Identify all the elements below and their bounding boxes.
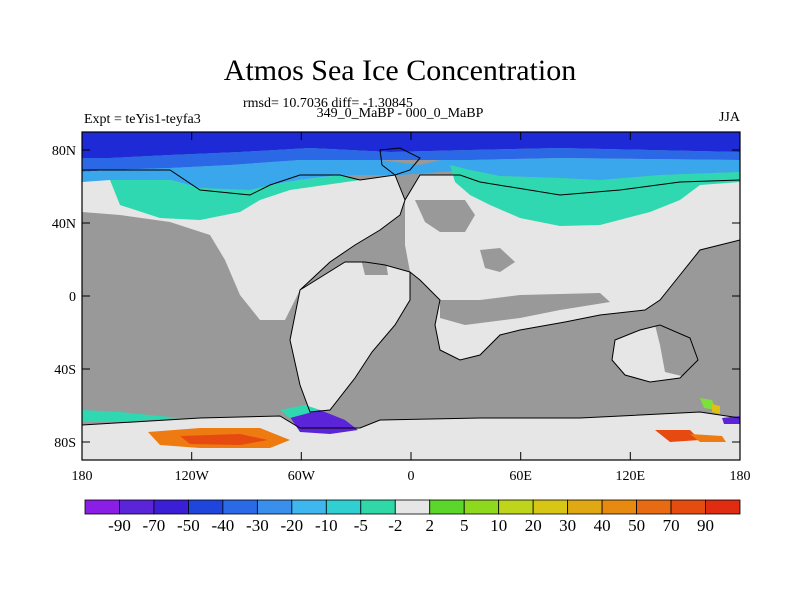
- rmsd-diff-stats: rmsd= 10.7036 diff= -1.30845: [243, 96, 413, 111]
- lon-label-180w: 180: [72, 469, 93, 484]
- colorbar-label: -10: [314, 516, 338, 535]
- lon-tick-marks: [191, 132, 631, 460]
- colorbar-box: [394, 499, 431, 515]
- colorbar-box: [705, 499, 741, 515]
- coastline-africa-eurasia: [404, 174, 740, 361]
- experiment-label: Expt = teYis1-teyfa3: [84, 112, 201, 127]
- coastline-antarctica: [82, 411, 740, 429]
- colorbar-box: [325, 499, 362, 515]
- colorbar-label: 90: [697, 516, 714, 535]
- arctic-ice-loss-mid: [82, 148, 740, 172]
- colorbar-label: 2: [425, 516, 434, 535]
- land-nochange-patch-4: [655, 325, 700, 378]
- coastline-australia: [611, 324, 699, 383]
- lat-tick-labels: 80N 40N 0 40S 80S: [52, 144, 76, 451]
- arctic-ice-loss-cyan-east: [450, 165, 740, 226]
- lon-label-0: 0: [408, 469, 415, 484]
- land-nochange-patch-5: [360, 255, 388, 275]
- colorbar: [84, 499, 741, 515]
- land-south-america: [290, 262, 410, 412]
- colorbar-box: [532, 499, 569, 515]
- colorbar-label: 70: [662, 516, 680, 535]
- colorbar-labels: -90 -70 -50 -40 -30 -20 -10 -5 -2 2 5 10 20 30 40 50 70 9…: [0, 516, 800, 540]
- antarctic-ice-loss-east-edge: [722, 416, 740, 424]
- colorbar-box: [670, 499, 706, 515]
- antarctic-ice-loss-ross: [82, 410, 180, 422]
- colorbar-label: 10: [490, 516, 508, 535]
- colorbar-label: 30: [559, 516, 577, 535]
- lon-label-60w: 60W: [288, 469, 316, 484]
- colorbar-label: 5: [459, 516, 469, 535]
- lat-label-0: 0: [69, 290, 76, 305]
- antarctic-ice-gain-east-edge: [690, 434, 726, 442]
- colorbar-label: -50: [177, 516, 200, 535]
- lat-label-40s: 40S: [54, 363, 76, 378]
- colorbar-label: -2: [388, 516, 403, 535]
- colorbar-box: [153, 499, 189, 515]
- colorbar-box: [601, 499, 637, 515]
- arctic-ice-loss-light: [82, 158, 740, 190]
- colorbar-label: 20: [524, 516, 542, 535]
- colorbar-box: [256, 499, 293, 515]
- colorbar-label: 40: [593, 516, 611, 535]
- colorbar-label: -40: [211, 516, 235, 535]
- plot-subtitle: 349_0_MaBP - 000_0_MaBP: [316, 106, 484, 121]
- colorbar-box: [567, 499, 603, 515]
- colorbar-label: -20: [280, 516, 304, 535]
- lon-label-180e: 180: [730, 469, 751, 484]
- coastline-greenland: [379, 147, 421, 176]
- colorbar-box: [498, 499, 534, 515]
- coastline-americas: [82, 169, 411, 413]
- lon-label-120w: 120W: [175, 469, 210, 484]
- colorbar-label: -30: [246, 516, 269, 535]
- antarctic-ice-gain-west-core: [180, 434, 268, 445]
- land-nochange-patch-1: [415, 200, 475, 232]
- colorbar-box: [636, 499, 672, 515]
- colorbar-label: -70: [142, 516, 166, 535]
- lat-label-80s: 80S: [54, 436, 76, 451]
- lat-tick-marks: [82, 149, 740, 443]
- colorbar-box: [291, 499, 327, 515]
- lon-label-60e: 60E: [509, 469, 532, 484]
- arctic-ice-loss-band: [82, 132, 740, 158]
- lon-label-120e: 120E: [616, 469, 646, 484]
- antarctic-ice-gain-east: [655, 430, 700, 442]
- lat-label-80n: 80N: [52, 144, 76, 159]
- lat-label-40n: 40N: [52, 217, 76, 232]
- colorbar-box: [429, 499, 465, 515]
- lon-tick-labels: 180 120W 60W 0 60E 120E 180: [72, 469, 751, 484]
- colorbar-box: [188, 499, 224, 515]
- season-label: JJA: [718, 110, 740, 125]
- colorbar-box: [463, 499, 500, 515]
- land-nochange-patch-3: [440, 293, 610, 325]
- antarctic-gain-yellow: [712, 404, 720, 414]
- colorbar-box: [360, 499, 396, 515]
- colorbar-label: 50: [628, 516, 646, 535]
- colorbar-label: -5: [353, 516, 368, 535]
- plot-title: Atmos Sea Ice Concentration: [223, 54, 577, 87]
- arctic-ice-loss-cyan: [110, 175, 360, 220]
- colorbar-box: [119, 499, 155, 515]
- antarctic-ice-loss-weddell-edge: [280, 405, 320, 418]
- land-nochange-patch-2: [480, 248, 515, 272]
- colorbar-box: [222, 499, 258, 515]
- map-field: [82, 132, 740, 460]
- colorbar-box: [84, 499, 120, 515]
- colorbar-label: -90: [108, 516, 131, 535]
